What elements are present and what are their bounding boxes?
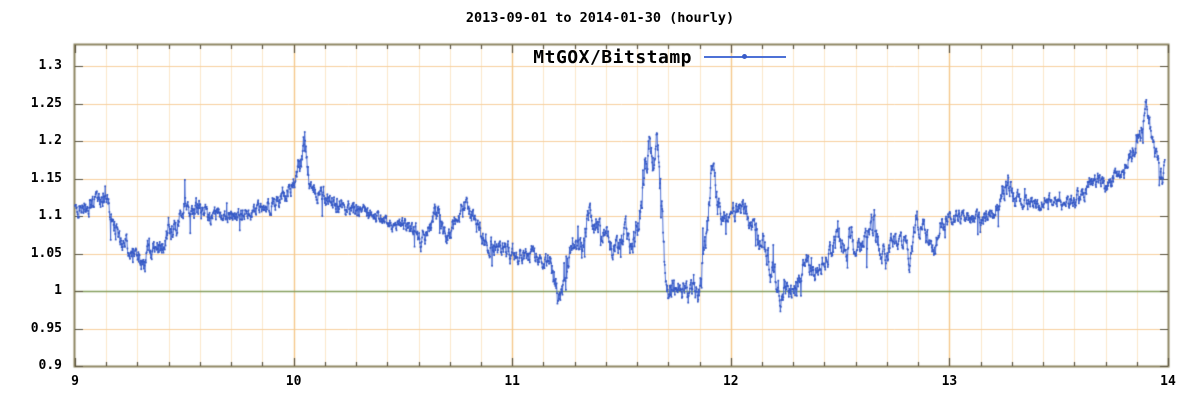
x-axis-tick-label: 9 <box>71 374 79 389</box>
legend: MtGOX/Bitstamp <box>470 46 790 68</box>
legend-label: MtGOX/Bitstamp <box>533 46 692 68</box>
y-axis-tick-label: 1.1 <box>38 208 62 223</box>
y-axis-tick-label: 1 <box>54 283 62 298</box>
x-axis-tick-label: 12 <box>722 374 739 389</box>
legend-point-icon <box>742 54 747 59</box>
x-axis-tick-label: 10 <box>285 374 302 389</box>
x-axis-tick-label: 11 <box>504 374 521 389</box>
y-axis-tick-label: 1.2 <box>38 133 62 148</box>
y-axis-tick-label: 0.95 <box>30 320 62 336</box>
legend-line-sample <box>704 54 786 59</box>
y-axis-tick-label: 1.15 <box>30 170 62 186</box>
chart-title: 2013-09-01 to 2014-01-30 (hourly) <box>465 10 735 26</box>
y-axis-tick-label: 1.3 <box>38 58 62 73</box>
y-axis-tick-label: 1.05 <box>30 245 62 261</box>
x-axis-tick-label: 14 <box>1160 374 1176 389</box>
x-axis-tick-label: 13 <box>941 374 958 389</box>
y-axis-tick-label: 0.9 <box>38 358 62 373</box>
y-axis-tick-label: 1.25 <box>30 95 62 111</box>
